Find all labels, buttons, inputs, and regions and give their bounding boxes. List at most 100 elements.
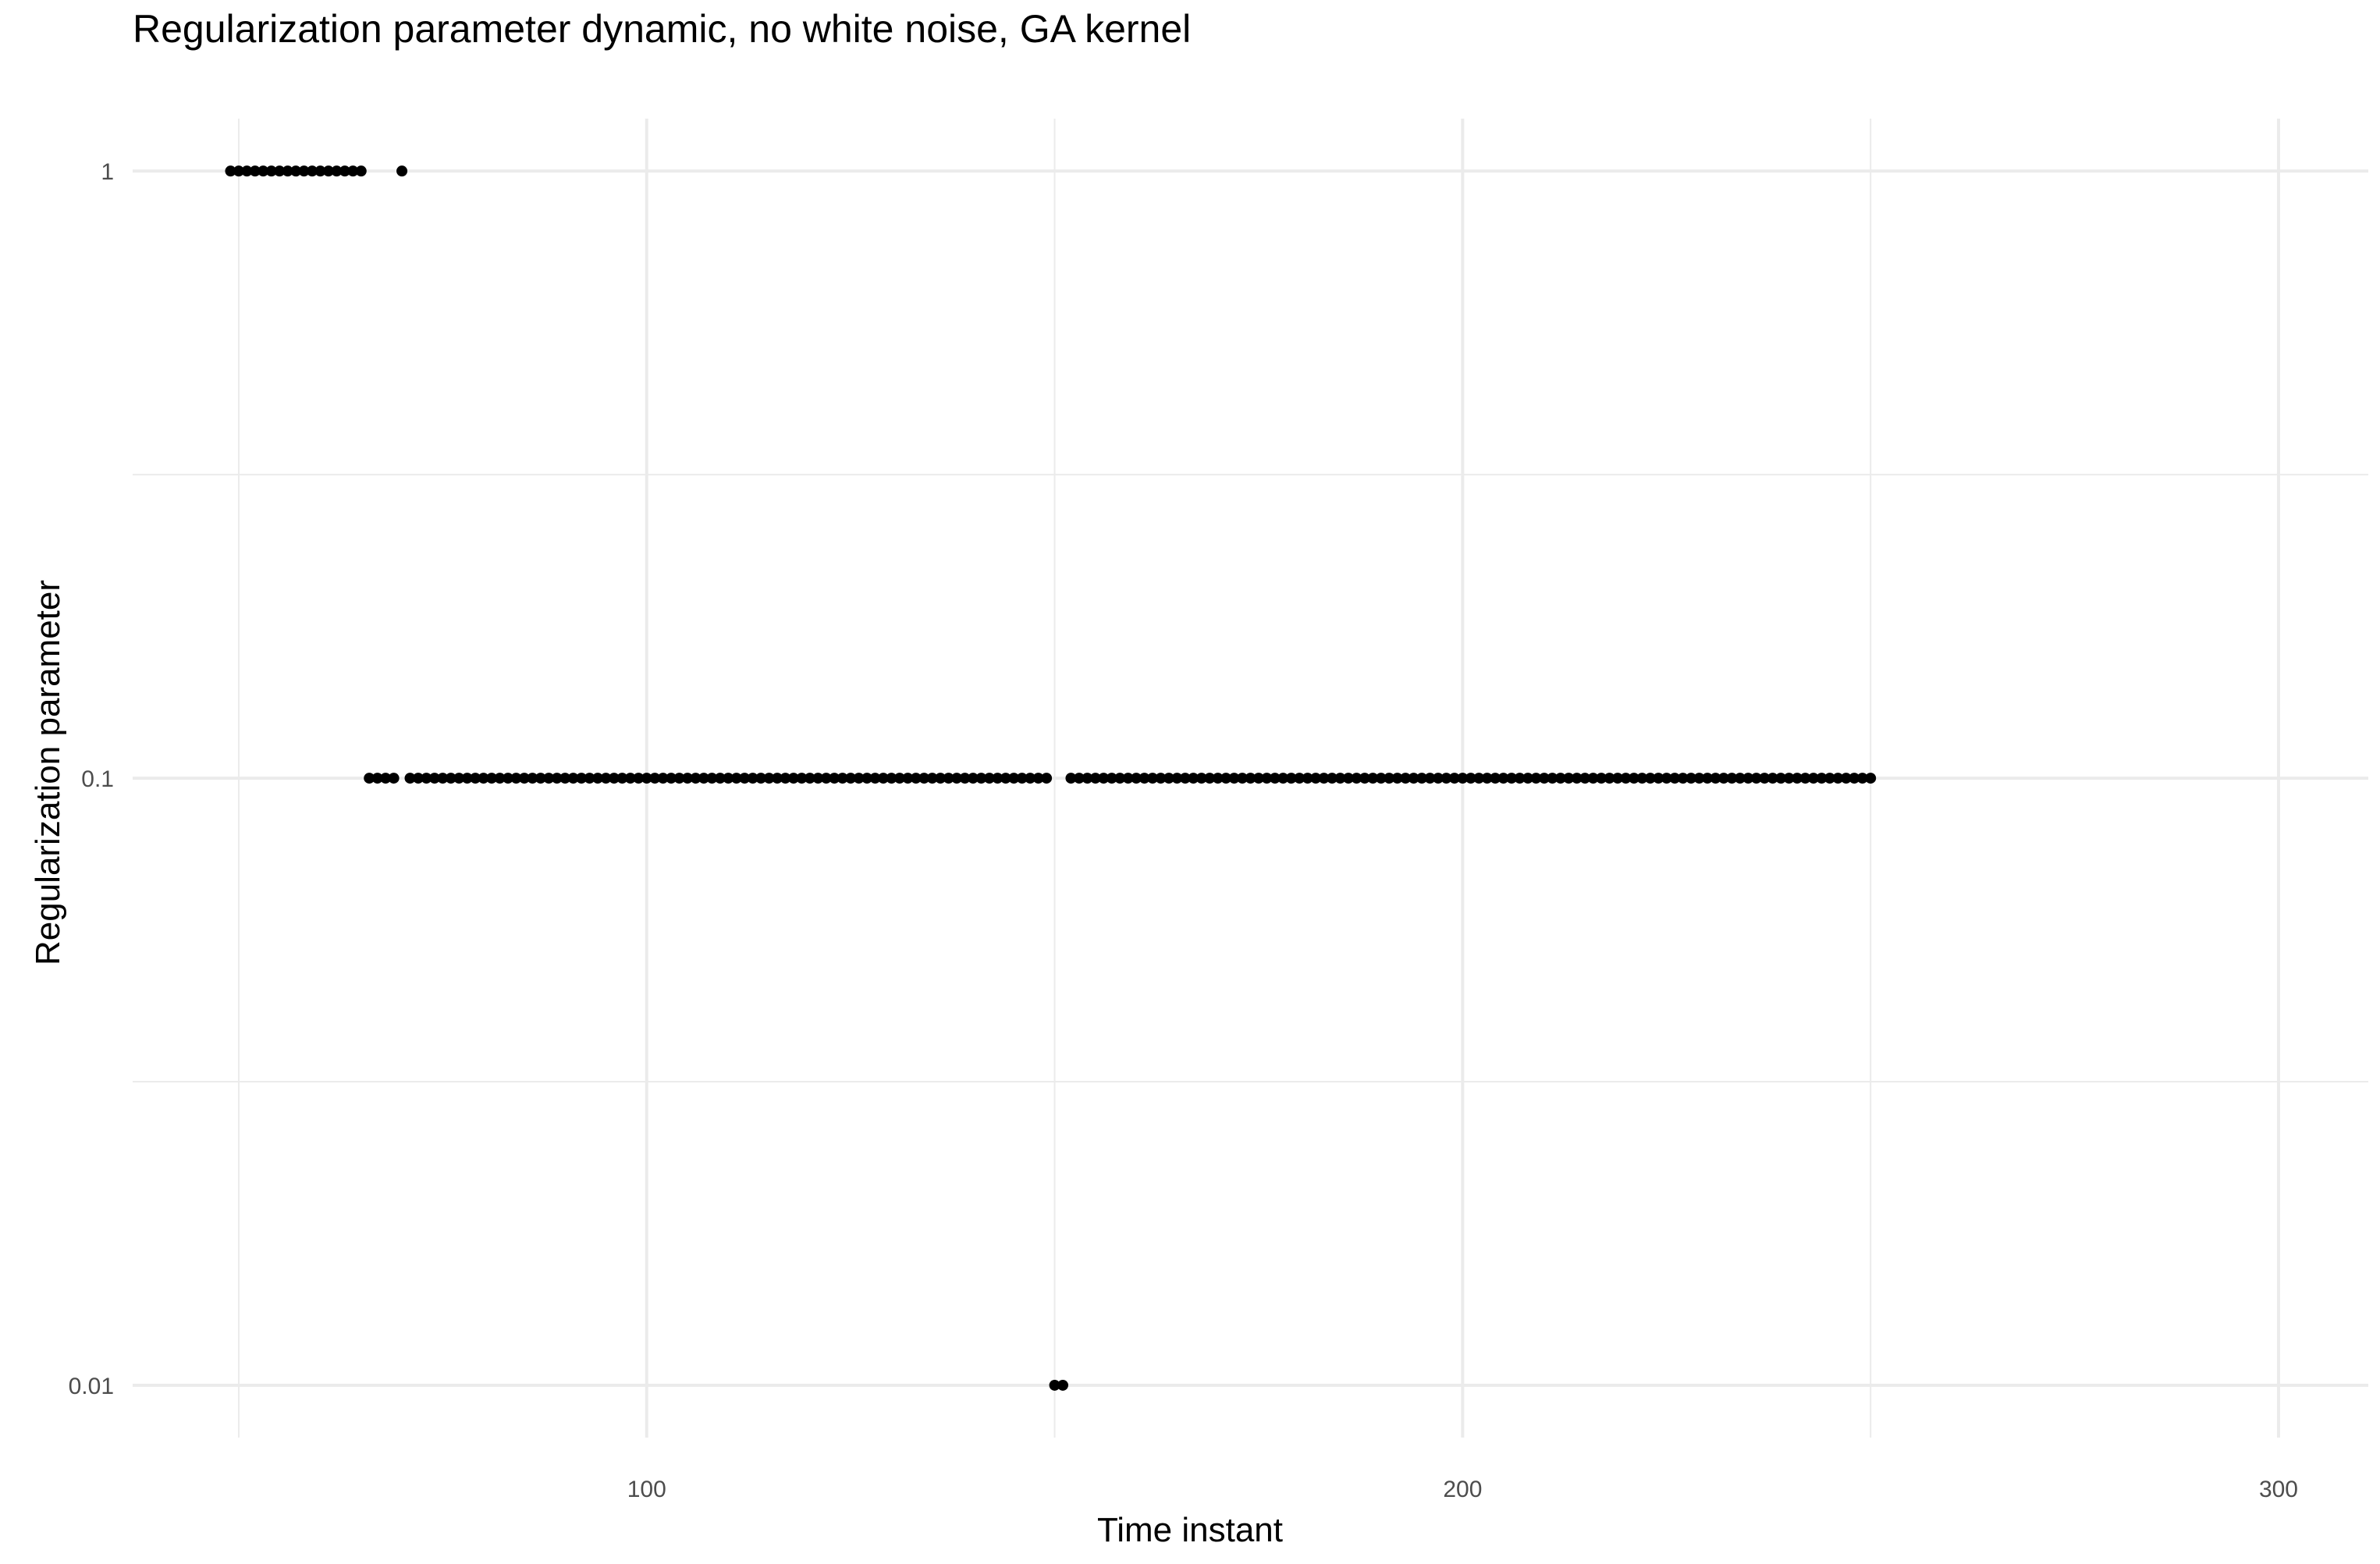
data-point [1327,773,1338,784]
data-point [666,773,677,784]
chart-title: Regularization parameter dynamic, no whi… [133,7,1192,51]
data-point [241,165,253,177]
data-point [1686,773,1697,784]
data-point [608,773,620,784]
data-point [258,165,269,177]
data-point [1490,773,1501,784]
data-point [812,773,824,784]
data-point [1122,773,1134,784]
y-tick-label: 1 [101,159,114,185]
data-point [1237,773,1249,784]
data-point [364,773,375,784]
data-point [1563,773,1575,784]
data-point [755,773,767,784]
data-point [1579,773,1591,784]
data-point [1759,773,1771,784]
data-point [535,773,546,784]
data-point [1228,773,1240,784]
data-point [1025,773,1036,784]
data-point [893,773,905,784]
data-point [1106,773,1117,784]
data-point [820,773,832,784]
data-point [1400,773,1412,784]
data-point [1596,773,1607,784]
data-point [225,165,236,177]
data-point [600,773,612,784]
data-point [1318,773,1330,784]
data-point [1554,773,1566,784]
data-point [1750,773,1762,784]
data-point [1114,773,1126,784]
data-point [249,165,261,177]
data-point [739,773,751,784]
data-point [959,773,971,784]
data-point [1604,773,1615,784]
x-tick-label: 300 [2259,1477,2298,1502]
data-point [1082,773,1093,784]
data-point [1212,773,1224,784]
data-point [951,773,963,784]
data-point [551,773,563,784]
data-point [1620,773,1632,784]
data-point [494,773,506,784]
data-point [1767,773,1778,784]
data-point [1294,773,1305,784]
data-point [1506,773,1518,784]
data-point [1457,773,1469,784]
data-point [1856,773,1868,784]
data-point [1710,773,1721,784]
data-point [706,773,718,784]
data-point [1612,773,1624,784]
data-point [274,165,286,177]
data-point [1375,773,1387,784]
data-point [1538,773,1550,784]
data-point [1041,773,1053,784]
data-point [682,773,694,784]
data-point [1351,773,1362,784]
data-point [1073,773,1085,784]
data-point [787,773,799,784]
data-point [967,773,979,784]
data-point [1032,773,1044,784]
data-point [983,773,995,784]
data-point [1252,773,1264,784]
data-point [518,773,530,784]
data-point [1473,773,1485,784]
y-axis-ticks: 0.01 0.1 1 [69,159,114,1399]
data-points [225,165,1877,1391]
data-point [902,773,914,784]
data-point [567,773,579,784]
data-point [1775,773,1787,784]
data-point [1792,773,1803,784]
data-point [1138,773,1150,784]
data-point [1188,773,1199,784]
data-point [861,773,873,784]
data-point [1155,773,1167,784]
data-point [1832,773,1844,784]
data-point [1481,773,1493,784]
data-point [1424,773,1436,784]
data-point [1514,773,1526,784]
data-point [763,773,775,784]
data-point [869,773,881,784]
data-point [1677,773,1689,784]
data-point [935,773,947,784]
data-point [1816,773,1828,784]
data-point [396,165,408,177]
data-point [1636,773,1648,784]
data-point [1408,773,1419,784]
data-point [371,773,383,784]
data-point [975,773,987,784]
data-point [1718,773,1729,784]
data-point [1661,773,1672,784]
data-point [282,165,293,177]
data-point [290,165,302,177]
data-point [1522,773,1534,784]
data-point [339,165,350,177]
data-point [1245,773,1256,784]
data-point [1302,773,1313,784]
data-point [690,773,702,784]
data-point [918,773,930,784]
data-point [445,773,456,784]
